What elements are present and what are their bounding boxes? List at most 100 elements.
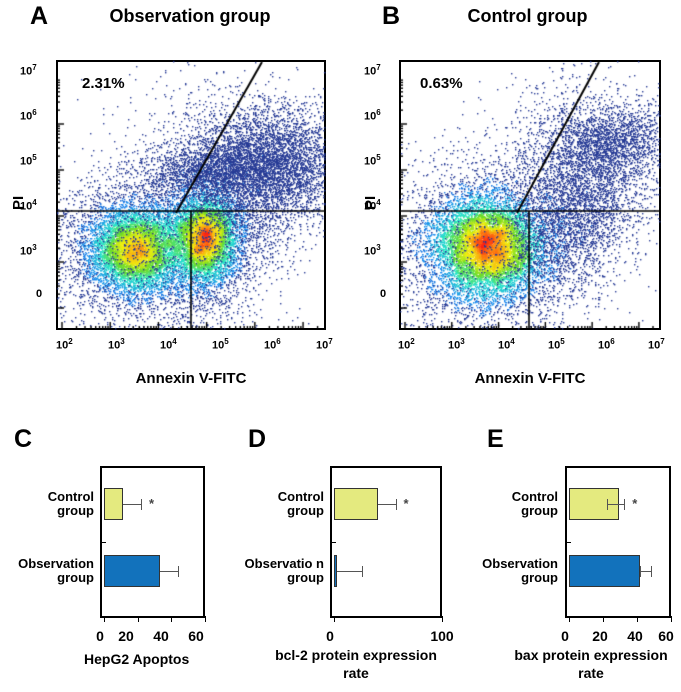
panel-d-xtick-mark (442, 616, 443, 622)
panel-c-error-bar-1 (159, 571, 179, 572)
panel-c-letter: C (14, 425, 33, 453)
panel-b-ytick-2: 105 (364, 153, 381, 168)
panel-e-error-cap-upper-1 (650, 566, 652, 577)
panel-c-error-cap-upper-0 (141, 499, 143, 510)
panel-c-chart[interactable]: * (100, 466, 206, 622)
panel-c-bar-observation[interactable] (104, 555, 160, 587)
panel-e-y-tick (565, 542, 571, 543)
panel-a-xtick-2: 104 (160, 337, 177, 352)
panel-d-error-cap-upper-1 (362, 566, 364, 577)
panel-b-scatter-plot[interactable] (399, 60, 661, 330)
panel-a-xtick-1: 103 (108, 337, 125, 352)
panel-b-x-axis-title: Annexin V-FITC (474, 370, 586, 387)
panel-a-ytick-0: 107 (20, 63, 37, 78)
panel-a-xtick-5: 107 (316, 337, 333, 352)
panel-e-category-label-observation: Observation group (482, 556, 558, 585)
panel-d-xtick-100: 100 (430, 628, 454, 644)
panel-e-x-axis-title-line2: rate (578, 665, 604, 681)
panel-a-ytick-3: 104 (20, 198, 37, 213)
panel-d-x-axis-title-line1: bcl-2 protein expression (275, 647, 437, 663)
panel-a-xtick-3: 105 (212, 337, 229, 352)
panel-d-category-label-control: Control group (277, 489, 324, 518)
panel-c-error-cap-upper-1 (178, 566, 180, 577)
panel-c-y-tick (100, 542, 106, 543)
panel-b-ytick-0: 107 (364, 63, 381, 78)
panel-c-xtick-0: 0 (96, 628, 104, 644)
panel-b-xtick-4: 106 (598, 337, 615, 352)
panel-e-chart[interactable]: * (565, 466, 672, 622)
panel-d-error-bar-1 (337, 571, 363, 572)
panel-e-bar-observation[interactable] (569, 555, 641, 587)
panel-a-ytick-4: 103 (20, 243, 37, 258)
panel-c-xtick-mark (137, 616, 139, 622)
panel-a-letter: A (30, 2, 49, 30)
panel-e-category-label-control: Control group (511, 489, 558, 518)
panel-a-title: Observation group (109, 6, 271, 26)
panel-e-error-cap-upper-0 (624, 499, 626, 510)
panel-d-x-axis-title-line2: rate (343, 665, 369, 681)
panel-e-x-axis-title-line1: bax protein expression (514, 647, 668, 663)
panel-e-error-cap-lower-1 (640, 566, 642, 577)
panel-e-error-bar-1 (640, 571, 651, 572)
panel-a-ytick-1: 106 (20, 108, 37, 123)
panel-b-letter: B (382, 2, 401, 30)
panel-b-xtick-5: 107 (648, 337, 665, 352)
panel-c-axis-area: 0 20 40 60 HepG2 Apoptos (84, 620, 232, 692)
panel-c-significance-marker: * (149, 496, 155, 511)
panel-c-xtick-60: 60 (188, 628, 204, 644)
panel-e-error-cap-lower-0 (607, 499, 609, 510)
panel-b-title: Control group (467, 6, 588, 26)
panel-e-error-bar-0 (607, 504, 625, 505)
panel-e-significance-marker: * (632, 496, 638, 511)
panel-c-xtick-20: 20 (118, 628, 134, 644)
panel-e-xtick-0: 0 (561, 628, 569, 644)
panel-b-density-canvas (399, 60, 661, 330)
panel-e-xtick-mark (569, 616, 570, 622)
panel-a-density-canvas (56, 60, 326, 330)
panel-e-xtick-40: 40 (627, 628, 643, 644)
panel-c-xtick-mark (205, 616, 206, 622)
panel-b-xtick-3: 105 (548, 337, 565, 352)
panel-c-category-label-control: Control group (47, 489, 94, 518)
panel-d-significance-marker: * (403, 496, 409, 511)
panel-c-x-axis-title: HepG2 Apoptos (84, 651, 190, 667)
panel-e-xtick-20: 20 (592, 628, 608, 644)
panel-d-bar-observation[interactable] (334, 555, 338, 587)
panel-b-ytick-4: 103 (364, 243, 381, 258)
panel-e-xtick-60: 60 (658, 628, 674, 644)
panel-d-error-cap-upper-0 (395, 499, 397, 510)
panel-e-xtick-mark (637, 616, 638, 622)
panel-d-category-label-observation: Observatio n group (244, 556, 324, 585)
panel-d-bar-control[interactable] (334, 488, 379, 520)
panel-d-xtick-0: 0 (326, 628, 334, 644)
panel-c-category-label-observation: Observation group (18, 556, 94, 585)
panel-b-percent-label: 0.63% (420, 75, 463, 92)
panel-a-xtick-4: 106 (264, 337, 281, 352)
panel-e-letter: E (487, 425, 504, 453)
panel-c-bar-control[interactable] (104, 488, 123, 520)
panel-d-error-bar-0 (378, 504, 396, 505)
panel-b-ytick-3: 104 (364, 198, 381, 213)
panel-c-xtick-40: 40 (153, 628, 169, 644)
panel-a-ytick-2: 105 (20, 153, 37, 168)
panel-a-ytick-5: 0 (36, 288, 43, 300)
panel-a-percent-label: 2.31% (82, 75, 125, 92)
panel-a-scatter-plot[interactable] (56, 60, 326, 330)
panel-e-xtick-mark (671, 616, 672, 622)
panel-b-xtick-2: 104 (498, 337, 515, 352)
panel-a-x-axis-title: Annexin V-FITC (135, 370, 247, 387)
panel-b-ytick-1: 106 (364, 108, 381, 123)
panel-c-error-bar-0 (122, 504, 142, 505)
panel-d-chart[interactable]: * (330, 466, 443, 622)
panel-b-xtick-1: 103 (448, 337, 465, 352)
panel-c-xtick-mark (171, 616, 173, 622)
panel-e-xtick-mark (603, 616, 604, 622)
panel-d-letter: D (248, 425, 267, 453)
panel-d-y-tick (330, 542, 336, 543)
panel-d-xtick-mark (334, 616, 335, 622)
panel-b-xtick-0: 102 (398, 337, 415, 352)
panel-c-xtick-mark (104, 616, 105, 622)
panel-b-ytick-5: 0 (380, 288, 387, 300)
panel-a-xtick-0: 102 (56, 337, 73, 352)
